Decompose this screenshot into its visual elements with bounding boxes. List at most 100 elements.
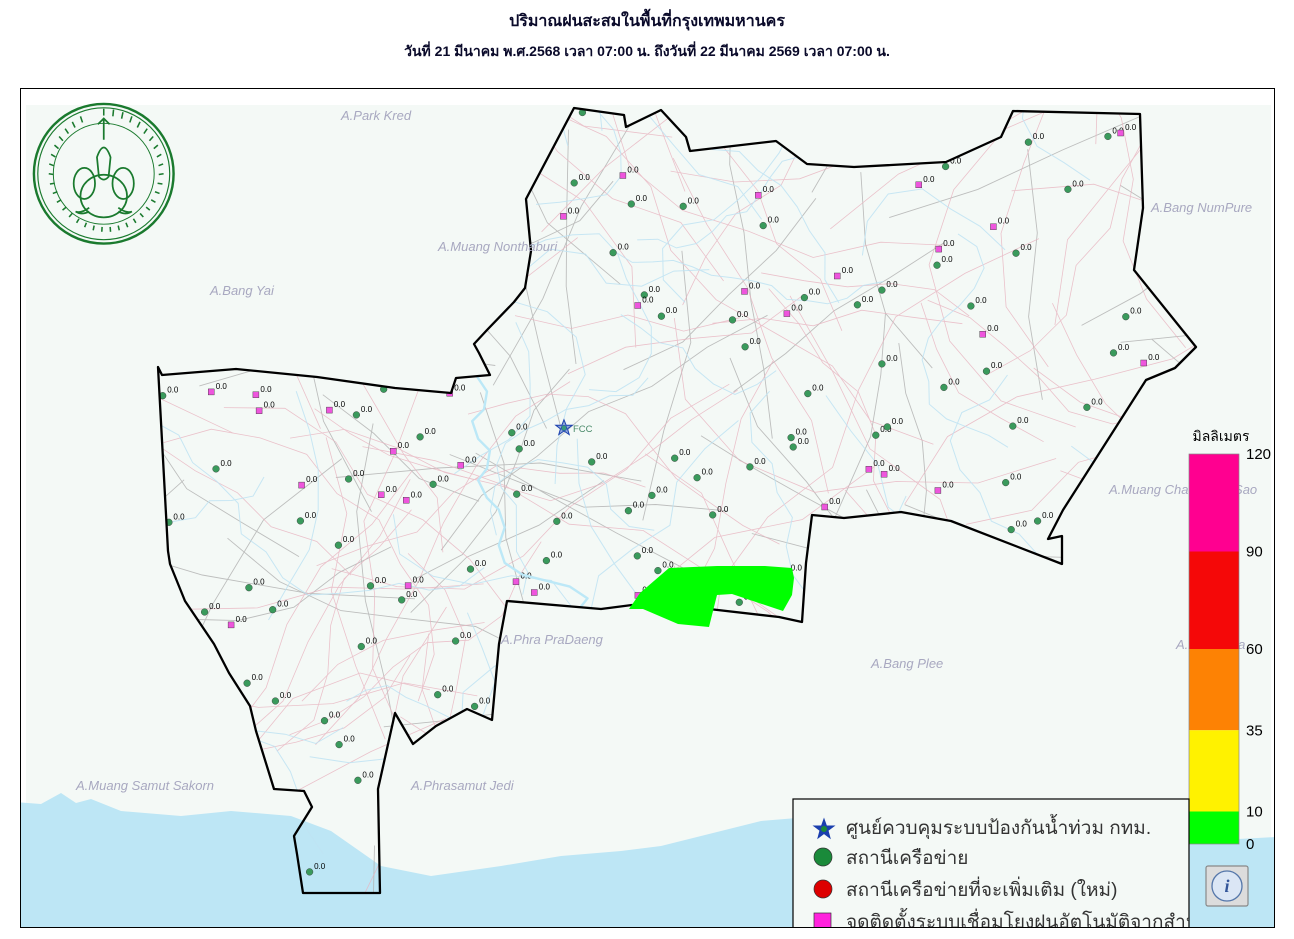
svg-text:0.0: 0.0 (460, 631, 472, 640)
svg-text:มิลลิเมตร: มิลลิเมตร (1192, 428, 1249, 444)
svg-text:A.Phra PraDaeng: A.Phra PraDaeng (500, 632, 604, 647)
svg-text:0.0: 0.0 (521, 484, 533, 493)
svg-text:0.0: 0.0 (216, 382, 228, 391)
svg-text:0.0: 0.0 (1130, 307, 1142, 316)
svg-text:0.0: 0.0 (679, 448, 691, 457)
svg-text:0.0: 0.0 (1118, 343, 1130, 352)
svg-text:0.0: 0.0 (366, 637, 378, 646)
svg-text:0.0: 0.0 (361, 405, 373, 414)
svg-text:0.0: 0.0 (442, 685, 454, 694)
svg-text:0.0: 0.0 (1125, 123, 1137, 132)
svg-text:0.0: 0.0 (873, 459, 885, 468)
svg-text:0.0: 0.0 (923, 175, 935, 184)
svg-text:120: 120 (1246, 446, 1271, 463)
svg-text:0.0: 0.0 (1042, 511, 1054, 520)
svg-text:A.Park Kred: A.Park Kred (340, 108, 412, 123)
svg-text:0.0: 0.0 (688, 196, 700, 205)
svg-text:0.0: 0.0 (975, 296, 987, 305)
svg-text:0.0: 0.0 (886, 354, 898, 363)
svg-text:0.0: 0.0 (1017, 416, 1029, 425)
svg-text:0.0: 0.0 (353, 469, 365, 478)
svg-text:0.0: 0.0 (627, 166, 639, 175)
svg-text:0.0: 0.0 (998, 217, 1010, 226)
svg-text:0.0: 0.0 (516, 423, 528, 432)
svg-text:0.0: 0.0 (862, 295, 874, 304)
svg-text:0.0: 0.0 (1091, 397, 1103, 406)
svg-text:0.0: 0.0 (438, 474, 450, 483)
svg-text:FCC: FCC (573, 424, 593, 435)
svg-text:0.0: 0.0 (1033, 132, 1045, 141)
svg-text:0.0: 0.0 (763, 185, 775, 194)
svg-text:0.0: 0.0 (314, 862, 326, 871)
svg-text:0.0: 0.0 (1016, 520, 1028, 529)
svg-text:0.0: 0.0 (768, 216, 780, 225)
svg-text:0.0: 0.0 (425, 427, 437, 436)
svg-text:0.0: 0.0 (987, 324, 999, 333)
svg-text:i: i (1224, 876, 1229, 896)
svg-text:0.0: 0.0 (579, 173, 591, 182)
svg-text:0.0: 0.0 (343, 535, 355, 544)
svg-text:0.0: 0.0 (362, 770, 374, 779)
svg-text:0.0: 0.0 (754, 457, 766, 466)
svg-text:0.0: 0.0 (737, 310, 749, 319)
svg-text:0.0: 0.0 (221, 459, 233, 468)
svg-text:0.0: 0.0 (398, 441, 410, 450)
svg-text:0.0: 0.0 (334, 400, 346, 409)
svg-text:ศูนย์ควบคุมระบบป้องกันน้ำท่วม: ศูนย์ควบคุมระบบป้องกันน้ำท่วม กทม. (846, 814, 1151, 840)
svg-text:0.0: 0.0 (991, 361, 1003, 370)
svg-text:0.0: 0.0 (942, 481, 954, 490)
svg-text:60: 60 (1246, 641, 1263, 658)
svg-text:0.0: 0.0 (798, 437, 810, 446)
svg-text:0.0: 0.0 (406, 590, 418, 599)
svg-text:0.0: 0.0 (942, 255, 954, 264)
svg-text:0.0: 0.0 (636, 194, 648, 203)
svg-text:0.0: 0.0 (411, 490, 423, 499)
svg-text:0.0: 0.0 (386, 485, 398, 494)
svg-text:0.0: 0.0 (375, 576, 387, 585)
svg-text:0.0: 0.0 (791, 304, 803, 313)
svg-text:0.0: 0.0 (886, 280, 898, 289)
svg-text:0.0: 0.0 (892, 417, 904, 426)
svg-text:0.0: 0.0 (633, 501, 645, 510)
svg-text:0.0: 0.0 (413, 576, 425, 585)
svg-text:0.0: 0.0 (280, 691, 292, 700)
svg-text:A.Bang NumPure: A.Bang NumPure (1150, 200, 1252, 215)
svg-text:0.0: 0.0 (948, 377, 960, 386)
svg-text:0.0: 0.0 (551, 551, 563, 560)
svg-text:0.0: 0.0 (749, 281, 761, 290)
svg-text:0.0: 0.0 (1148, 353, 1160, 362)
svg-text:สถานีเครือข่าย: สถานีเครือข่าย (846, 847, 968, 869)
svg-text:0.0: 0.0 (277, 600, 289, 609)
svg-text:0.0: 0.0 (561, 511, 573, 520)
svg-text:0: 0 (1246, 836, 1254, 853)
svg-text:0.0: 0.0 (596, 452, 608, 461)
svg-text:0.0: 0.0 (260, 385, 272, 394)
svg-text:0.0: 0.0 (252, 673, 264, 682)
svg-text:35: 35 (1246, 722, 1263, 739)
svg-text:0.0: 0.0 (475, 559, 487, 568)
svg-text:0.0: 0.0 (344, 735, 356, 744)
svg-text:0.0: 0.0 (539, 583, 551, 592)
svg-text:0.0: 0.0 (167, 386, 179, 395)
svg-text:A.Muang Samut Sakorn: A.Muang Samut Sakorn (75, 778, 214, 793)
svg-text:0.0: 0.0 (1021, 243, 1033, 252)
svg-text:0.0: 0.0 (454, 383, 466, 392)
svg-text:0.0: 0.0 (253, 578, 265, 587)
svg-text:A.Phrasamut Jedi: A.Phrasamut Jedi (410, 778, 515, 793)
svg-text:0.0: 0.0 (524, 439, 536, 448)
svg-text:0.0: 0.0 (305, 511, 317, 520)
svg-text:0.0: 0.0 (717, 505, 729, 514)
svg-text:0.0: 0.0 (568, 206, 580, 215)
svg-text:0.0: 0.0 (812, 384, 824, 393)
svg-text:0.0: 0.0 (479, 696, 491, 705)
svg-text:0.0: 0.0 (1010, 473, 1022, 482)
svg-text:0.0: 0.0 (829, 497, 841, 506)
svg-text:0.0: 0.0 (649, 285, 661, 294)
svg-text:A.Bang Yai: A.Bang Yai (209, 283, 275, 298)
svg-text:0.0: 0.0 (809, 288, 821, 297)
svg-text:0.0: 0.0 (889, 464, 901, 473)
svg-text:0.0: 0.0 (642, 296, 654, 305)
svg-text:0.0: 0.0 (236, 615, 248, 624)
svg-text:0.0: 0.0 (329, 711, 341, 720)
svg-text:10: 10 (1246, 804, 1263, 821)
